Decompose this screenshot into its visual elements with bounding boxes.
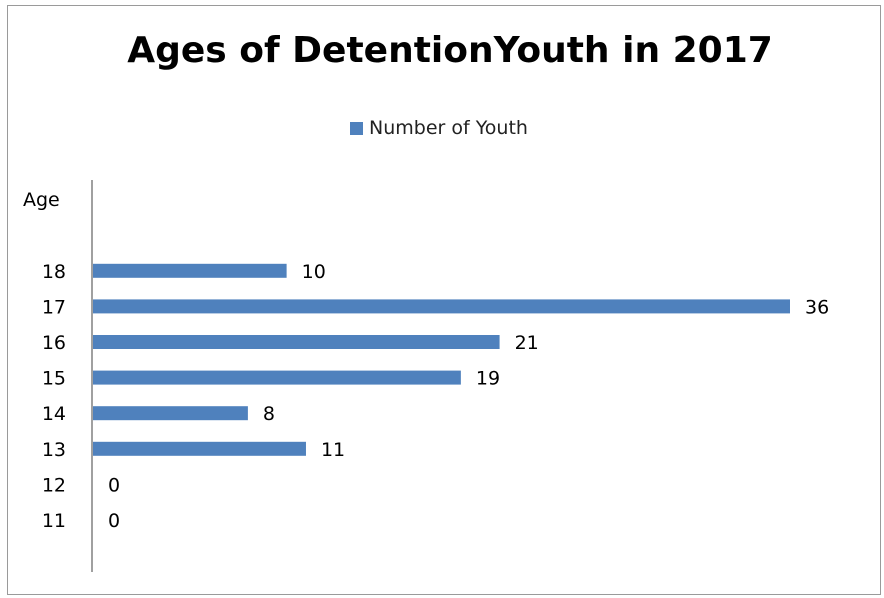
y-tick-label: 16 xyxy=(42,332,66,354)
chart-title: Ages of DetentionYouth in 2017 xyxy=(127,30,773,71)
y-axis-title: Age xyxy=(23,189,60,211)
data-label: 8 xyxy=(263,403,275,425)
y-tick-label: 17 xyxy=(42,296,66,318)
y-tick-label: 14 xyxy=(42,403,66,425)
y-tick-label: 12 xyxy=(42,474,66,496)
data-label: 10 xyxy=(302,261,326,283)
bar xyxy=(93,370,461,385)
legend-swatch xyxy=(350,121,363,135)
data-label: 0 xyxy=(108,510,120,532)
bars-group: 11 0 12 0 13 11 14 8 15 19 16 21 17 36 18 10 xyxy=(42,261,829,532)
bar xyxy=(93,406,248,421)
bar xyxy=(93,263,287,278)
data-label: 21 xyxy=(515,332,539,354)
y-tick-label: 13 xyxy=(42,439,66,461)
bar xyxy=(93,441,306,456)
bar xyxy=(93,299,790,314)
y-tick-label: 15 xyxy=(42,368,66,390)
data-label: 11 xyxy=(321,439,345,461)
data-label: 19 xyxy=(476,368,500,390)
y-tick-label: 11 xyxy=(42,510,66,532)
data-label: 0 xyxy=(108,474,120,496)
chart-legend: Number of Youth xyxy=(350,116,528,140)
legend-label: Number of Youth xyxy=(369,117,528,139)
bar xyxy=(93,335,500,349)
data-label: 36 xyxy=(805,296,829,318)
y-tick-label: 18 xyxy=(42,261,66,283)
